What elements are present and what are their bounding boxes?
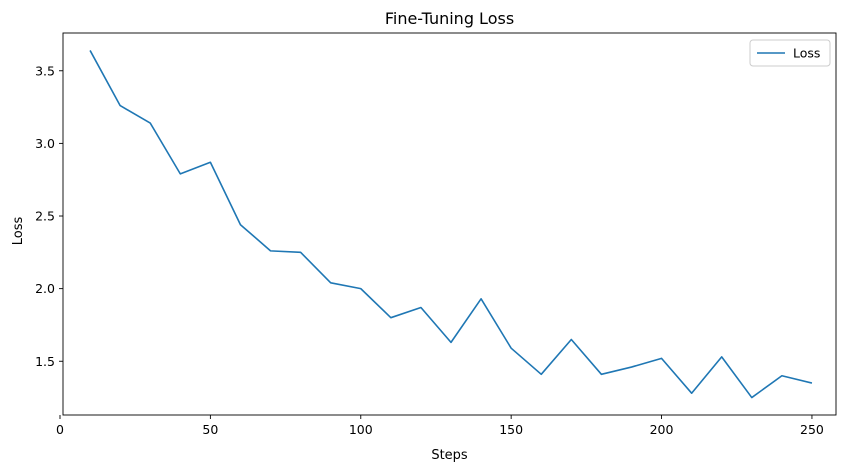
y-axis: 1.5 2.0 2.5 3.0 3.5 <box>35 63 63 369</box>
y-axis-label: Loss <box>11 217 26 246</box>
data-point <box>419 306 422 309</box>
data-point <box>660 357 663 360</box>
data-point <box>780 374 783 377</box>
data-point <box>329 281 332 284</box>
data-point <box>119 104 122 107</box>
data-point <box>750 396 753 399</box>
series-line-0 <box>89 50 813 399</box>
data-point <box>450 341 453 344</box>
legend-label: Loss <box>793 46 820 61</box>
y-tick-label: 2.5 <box>35 209 55 224</box>
axes-frame <box>62 32 837 416</box>
x-tick-label: 100 <box>349 422 373 437</box>
data-point <box>480 297 483 300</box>
data-point <box>630 366 633 369</box>
x-tick-label: 0 <box>56 422 64 437</box>
data-point <box>810 382 813 385</box>
legend: Loss <box>749 39 831 67</box>
data-point <box>209 161 212 164</box>
data-point <box>239 223 242 226</box>
x-tick-label: 250 <box>800 422 824 437</box>
x-tick-label: 150 <box>499 422 523 437</box>
data-point <box>89 49 92 52</box>
chart-title: Fine-Tuning Loss <box>385 9 514 28</box>
legend-box <box>749 39 831 67</box>
data-point <box>389 316 392 319</box>
x-axis-label: Steps <box>431 448 468 463</box>
data-point <box>269 249 272 252</box>
data-point <box>540 373 543 376</box>
data-point <box>179 172 182 175</box>
data-point <box>720 355 723 358</box>
data-point <box>149 122 152 125</box>
data-point <box>359 287 362 290</box>
y-tick-label: 2.0 <box>35 281 55 296</box>
data-point <box>600 373 603 376</box>
y-tick-label: 1.5 <box>35 354 55 369</box>
data-point <box>690 392 693 395</box>
plot-area <box>62 32 837 416</box>
y-tick-label: 3.0 <box>35 136 55 151</box>
data-point <box>299 251 302 254</box>
x-tick-label: 200 <box>650 422 674 437</box>
y-tick-label: 3.5 <box>35 63 55 78</box>
data-point <box>570 338 573 341</box>
data-point <box>510 347 513 350</box>
x-axis: 0 50 100 150 200 250 <box>56 415 824 437</box>
x-tick-label: 50 <box>202 422 218 437</box>
